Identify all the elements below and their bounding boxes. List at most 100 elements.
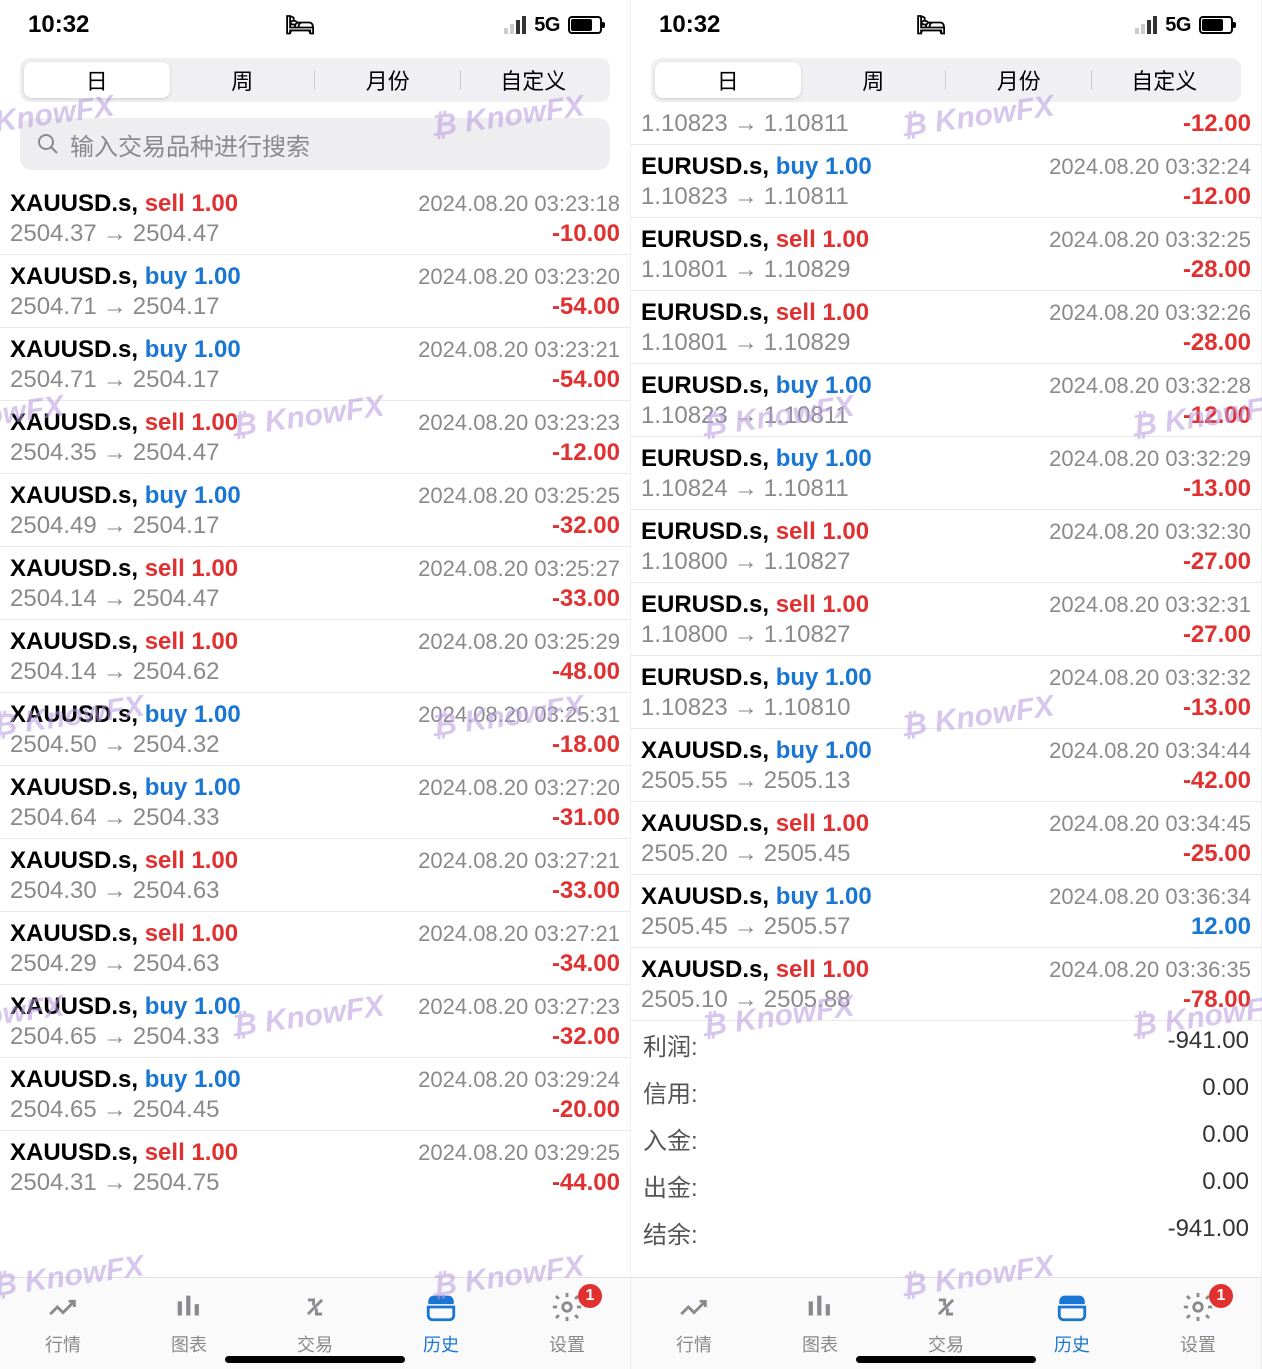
trade-symbol: EURUSD.s, sell 1.00: [641, 226, 869, 254]
trade-row[interactable]: XAUUSD.s, buy 1.00 2024.08.20 03:23:21 2…: [0, 328, 630, 401]
trade-timestamp: 2024.08.20 03:23:21: [418, 337, 620, 363]
trade-pnl: -32.00: [552, 1023, 620, 1051]
trade-timestamp: 2024.08.20 03:25:25: [418, 483, 620, 509]
trade-pnl: -78.00: [1183, 986, 1251, 1014]
trade-pnl: -27.00: [1183, 548, 1251, 576]
trade-row[interactable]: XAUUSD.s, buy 1.00 2024.08.20 03:25:25 2…: [0, 474, 630, 547]
tab-icon: [677, 1290, 711, 1329]
tab-label: 交易: [297, 1331, 333, 1357]
tab-icon: [298, 1290, 332, 1329]
trade-symbol: EURUSD.s, buy 1.00: [641, 153, 872, 181]
tab-行情[interactable]: 行情: [0, 1278, 126, 1369]
network-label: 5G: [1165, 14, 1191, 37]
trade-pnl: -33.00: [552, 585, 620, 613]
search-input[interactable]: 输入交易品种进行搜索: [20, 118, 610, 170]
segment-日[interactable]: 日: [24, 62, 170, 98]
trade-row[interactable]: XAUUSD.s, buy 1.00 2024.08.20 03:25:31 2…: [0, 693, 630, 766]
segment-月份[interactable]: 月份: [946, 62, 1092, 98]
trade-row[interactable]: EURUSD.s, sell 1.00 2024.08.20 03:32:30 …: [631, 510, 1261, 583]
trade-row[interactable]: XAUUSD.s, sell 1.00 2024.08.20 03:34:45 …: [631, 802, 1261, 875]
trade-row[interactable]: XAUUSD.s, buy 1.00 2024.08.20 03:34:44 2…: [631, 729, 1261, 802]
trade-timestamp: 2024.08.20 03:23:20: [418, 264, 620, 290]
trade-row[interactable]: EURUSD.s, buy 1.00 2024.08.20 03:32:28 1…: [631, 364, 1261, 437]
segment-control[interactable]: 日周月份自定义: [651, 58, 1241, 102]
segment-control[interactable]: 日周月份自定义: [20, 58, 610, 102]
segment-月份[interactable]: 月份: [315, 62, 461, 98]
trade-prices: 2504.29→2504.63: [10, 950, 220, 978]
tab-label: 行情: [676, 1331, 712, 1357]
trade-symbol: XAUUSD.s, buy 1.00: [10, 263, 241, 291]
status-bar: 10:32 🛏 5G: [0, 0, 630, 50]
trade-row[interactable]: EURUSD.s, buy 1.00 2024.08.20 03:32:32 1…: [631, 656, 1261, 729]
summary-row: 出金: 0.00: [631, 1162, 1261, 1209]
segment-周[interactable]: 周: [801, 62, 947, 98]
tab-icon: [46, 1290, 80, 1329]
trade-row[interactable]: XAUUSD.s, sell 1.00 2024.08.20 03:25:27 …: [0, 547, 630, 620]
trade-row[interactable]: XAUUSD.s, sell 1.00 2024.08.20 03:27:21 …: [0, 912, 630, 985]
segment-周[interactable]: 周: [170, 62, 316, 98]
trade-prices: 1.10823→1.10811: [641, 402, 849, 430]
trade-pnl: 12.00: [1191, 913, 1251, 941]
trade-timestamp: 2024.08.20 03:23:23: [418, 410, 620, 436]
trade-row[interactable]: XAUUSD.s, sell 1.00 2024.08.20 03:23:18 …: [0, 182, 630, 255]
segment-自定义[interactable]: 自定义: [1092, 62, 1238, 98]
trade-row-cut[interactable]: 1.10823→1.10811 -12.00: [631, 110, 1261, 145]
trade-timestamp: 2024.08.20 03:27:23: [418, 994, 620, 1020]
trade-row[interactable]: XAUUSD.s, buy 1.00 2024.08.20 03:29:24 2…: [0, 1058, 630, 1131]
summary-label: 入金:: [643, 1121, 698, 1156]
trade-list[interactable]: 1.10823→1.10811 -12.00 EURUSD.s, buy 1.0…: [631, 110, 1261, 1277]
trade-row[interactable]: EURUSD.s, sell 1.00 2024.08.20 03:32:31 …: [631, 583, 1261, 656]
tab-行情[interactable]: 行情: [631, 1278, 757, 1369]
trade-pnl: -48.00: [552, 658, 620, 686]
trade-timestamp: 2024.08.20 03:32:26: [1049, 300, 1251, 326]
trade-prices: 2505.20→2505.45: [641, 840, 851, 868]
trade-timestamp: 2024.08.20 03:32:28: [1049, 373, 1251, 399]
trade-row[interactable]: EURUSD.s, buy 1.00 2024.08.20 03:32:24 1…: [631, 145, 1261, 218]
tab-设置[interactable]: 设置1: [504, 1278, 630, 1369]
tab-icon: [803, 1290, 837, 1329]
trade-row[interactable]: XAUUSD.s, sell 1.00 2024.08.20 03:27:21 …: [0, 839, 630, 912]
trade-symbol: EURUSD.s, buy 1.00: [641, 664, 872, 692]
trade-timestamp: 2024.08.20 03:32:25: [1049, 227, 1251, 253]
trade-row[interactable]: XAUUSD.s, buy 1.00 2024.08.20 03:36:34 2…: [631, 875, 1261, 948]
trade-prices: 1.10800→1.10827: [641, 621, 851, 649]
trade-row[interactable]: XAUUSD.s, sell 1.00 2024.08.20 03:25:29 …: [0, 620, 630, 693]
notification-badge: 1: [1209, 1284, 1233, 1308]
trade-row[interactable]: EURUSD.s, sell 1.00 2024.08.20 03:32:25 …: [631, 218, 1261, 291]
trade-pnl: -12.00: [1183, 183, 1251, 211]
trade-row[interactable]: EURUSD.s, sell 1.00 2024.08.20 03:32:26 …: [631, 291, 1261, 364]
trade-symbol: XAUUSD.s, sell 1.00: [10, 409, 238, 437]
trade-symbol: XAUUSD.s, sell 1.00: [641, 810, 869, 838]
trade-list[interactable]: XAUUSD.s, sell 1.00 2024.08.20 03:23:18 …: [0, 182, 630, 1277]
trade-pnl: -18.00: [552, 731, 620, 759]
trade-timestamp: 2024.08.20 03:25:29: [418, 629, 620, 655]
trade-timestamp: 2024.08.20 03:32:30: [1049, 519, 1251, 545]
trade-prices-cut: 1.10823→1.10811: [641, 110, 849, 138]
trade-symbol: XAUUSD.s, sell 1.00: [10, 555, 238, 583]
trade-pnl: -33.00: [552, 877, 620, 905]
segment-日[interactable]: 日: [655, 62, 801, 98]
tab-设置[interactable]: 设置1: [1135, 1278, 1261, 1369]
trade-pnl: -32.00: [552, 512, 620, 540]
trade-prices: 2505.10→2505.88: [641, 986, 851, 1014]
trade-symbol: XAUUSD.s, sell 1.00: [10, 847, 238, 875]
summary-label: 结余:: [643, 1215, 698, 1250]
trade-row[interactable]: XAUUSD.s, buy 1.00 2024.08.20 03:23:20 2…: [0, 255, 630, 328]
segment-自定义[interactable]: 自定义: [461, 62, 607, 98]
trade-row[interactable]: EURUSD.s, buy 1.00 2024.08.20 03:32:29 1…: [631, 437, 1261, 510]
summary-row: 结余: -941.00: [631, 1209, 1261, 1256]
trade-prices: 2504.50→2504.32: [10, 731, 220, 759]
trade-symbol: EURUSD.s, buy 1.00: [641, 372, 872, 400]
trade-symbol: XAUUSD.s, sell 1.00: [10, 920, 238, 948]
trade-row[interactable]: XAUUSD.s, buy 1.00 2024.08.20 03:27:23 2…: [0, 985, 630, 1058]
trade-pnl: -12.00: [1183, 110, 1251, 138]
trade-row[interactable]: XAUUSD.s, sell 1.00 2024.08.20 03:36:35 …: [631, 948, 1261, 1021]
trade-timestamp: 2024.08.20 03:34:44: [1049, 738, 1251, 764]
trade-pnl: -28.00: [1183, 256, 1251, 284]
trade-timestamp: 2024.08.20 03:32:32: [1049, 665, 1251, 691]
trade-row[interactable]: XAUUSD.s, sell 1.00 2024.08.20 03:23:23 …: [0, 401, 630, 474]
trade-symbol: XAUUSD.s, buy 1.00: [10, 482, 241, 510]
trade-row[interactable]: XAUUSD.s, buy 1.00 2024.08.20 03:27:20 2…: [0, 766, 630, 839]
trade-row[interactable]: XAUUSD.s, sell 1.00 2024.08.20 03:29:25 …: [0, 1131, 630, 1197]
trade-prices: 2504.65→2504.45: [10, 1096, 220, 1124]
